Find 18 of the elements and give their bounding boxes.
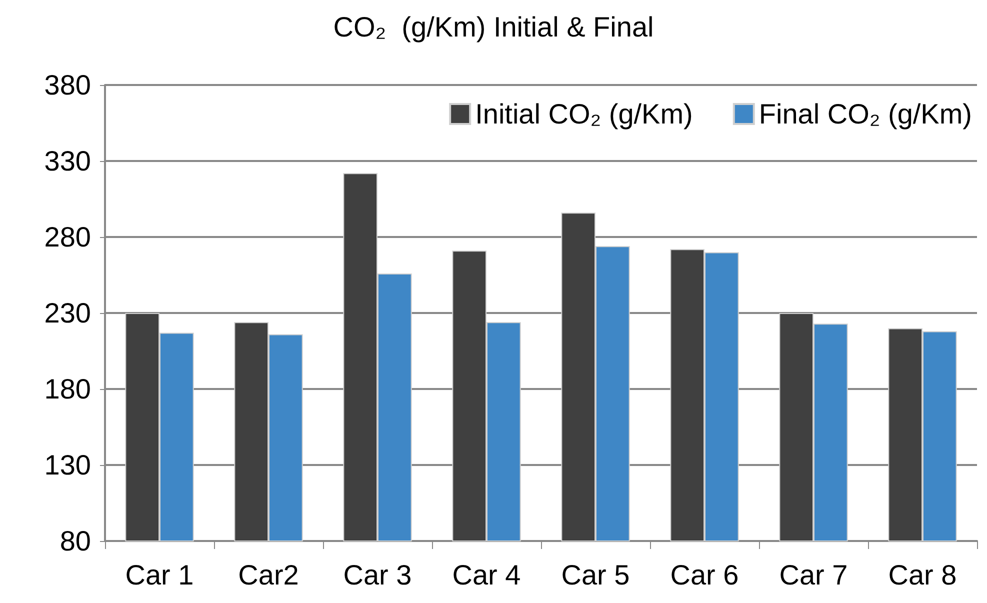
x-tick-label: Car 5 xyxy=(561,560,630,590)
y-tick-label: 130 xyxy=(44,450,91,480)
y-tick-label: 380 xyxy=(44,70,91,100)
x-tick-label: Car 6 xyxy=(670,560,739,590)
x-tick-label: Car 7 xyxy=(779,560,848,590)
x-tick-label: Car2 xyxy=(238,560,299,590)
legend-label: Initial CO₂ (g/Km) xyxy=(475,98,693,130)
x-tick-label: Car 8 xyxy=(888,560,957,590)
y-tick-label: 280 xyxy=(44,222,91,252)
y-tick-label: 80 xyxy=(60,526,91,556)
y-tick-label: 230 xyxy=(44,298,91,328)
legend-label: Final CO₂ (g/Km) xyxy=(758,98,972,130)
y-tick-label: 180 xyxy=(44,374,91,404)
chart-title: CO₂ (g/Km) Initial & Final xyxy=(333,12,654,42)
x-tick-label: Car 1 xyxy=(125,560,194,590)
y-tick-label: 330 xyxy=(44,146,91,176)
x-tick-label: Car 4 xyxy=(452,560,521,590)
x-tick-label: Car 3 xyxy=(343,560,412,590)
